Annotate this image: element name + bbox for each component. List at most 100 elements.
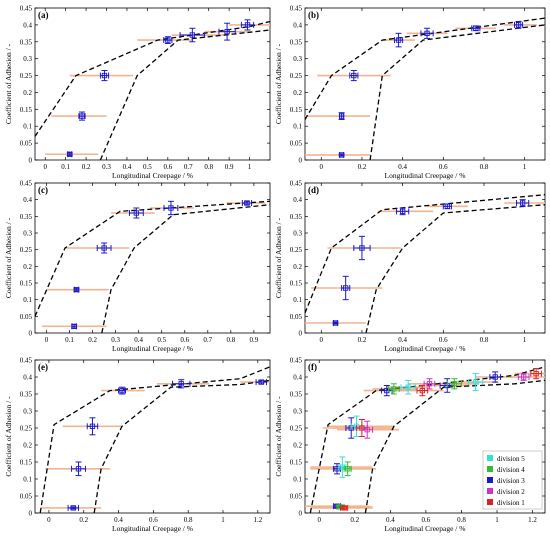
x-tick-label: 0.3 [102,163,111,171]
y-tick-label: 0.05 [290,493,303,501]
y-tick-label: 0.2 [23,263,32,271]
x-tick-label: 0.9 [225,163,234,171]
y-tick-label: 0.4 [23,196,32,204]
envelope-line [35,200,270,317]
y-tick-label: 0.35 [290,213,303,221]
chart-panel-6: 0 0.05 0.1 0.15 0.2 0.25 0.3 0.35 0.4 0.45 0 0.2 0.4… [274,357,546,533]
y-tick-label: 0.15 [290,106,303,114]
plot-frame [34,7,271,161]
y-tick-label: 0.2 [293,263,302,271]
legend-entry: division 5 [497,455,525,463]
plot-frame [34,182,271,334]
data-point [468,373,484,392]
y-tick-label: 0 [299,510,303,518]
legend-entry: division 4 [497,466,525,474]
data-point [349,69,359,82]
envelope-line [364,379,545,513]
y-tick-label: 0.1 [293,123,302,131]
x-tick-label: 0.2 [88,336,97,344]
data-point [420,27,434,39]
data-point [416,385,429,397]
x-tick-label: 1 [523,336,527,344]
data-point [513,21,524,29]
marker-square [244,200,250,206]
data-point [128,207,144,219]
y-tick-label: 0.25 [20,425,33,433]
x-axis-label: Longitudinal Creepage / % [384,344,465,353]
x-axis-label: Longitudinal Creepage / % [112,524,193,533]
plot-area [305,194,545,333]
marker-square [338,113,345,119]
x-tick-label: 1.2 [528,516,537,524]
panel-label: (e) [38,362,48,372]
plot-frame [34,359,271,514]
y-tick-label: 0.3 [23,230,32,238]
x-tick-label: 0.6 [439,336,448,344]
data-point [338,112,345,120]
y-tick-label: 0.35 [20,213,33,221]
marker-square [419,387,425,394]
data-point [163,200,179,216]
chart-panel-5: 0 0.05 0.1 0.15 0.2 0.25 0.3 0.35 0.4 0.45 0 0.2 0.4… [4,357,271,533]
x-tick-label: 0.5 [157,336,166,344]
data-point [163,36,173,44]
data-point [446,378,462,390]
marker-square [73,287,80,293]
x-tick-label: 0.1 [61,163,70,171]
legend-swatch [487,455,493,461]
marker-square [451,381,457,387]
y-tick-label: 0.1 [23,476,32,484]
plot-area [305,366,545,513]
data-point [517,373,530,381]
y-tick-label: 0.35 [20,38,33,46]
marker-square [189,32,195,38]
marker-square [515,22,522,28]
y-tick-label: 0.45 [290,5,303,13]
marker-square [338,152,345,158]
data-point [516,199,530,207]
envelope-line [99,29,270,160]
x-tick-label: 0.3 [111,336,120,344]
data-point [400,379,416,395]
y-tick-label: 0.2 [293,89,302,97]
panel-label: (d) [308,185,319,195]
chart-panel-2: 0 0.05 0.1 0.15 0.2 0.25 0.3 0.35 0.4 0.45 0 0.2 0.4… [274,5,546,180]
marker-square [519,200,526,206]
marker-square [224,28,230,35]
x-tick-label: 0.5 [143,163,152,171]
marker-square [332,320,339,326]
y-tick-label: 0.2 [23,442,32,450]
y-tick-label: 0.05 [290,313,303,321]
data-point [86,417,99,436]
legend-swatch [487,488,493,494]
x-tick-label: 0.2 [358,336,367,344]
y-tick-label: 0.05 [20,140,33,148]
y-axis-label: Coefficient of Adhesion / - [4,43,13,124]
marker-square [405,384,411,390]
legend-entry: division 1 [497,499,525,507]
y-tick-label: 0.3 [293,230,302,238]
marker-square [473,379,479,385]
y-tick-label: 0 [299,157,303,165]
envelope-line [101,204,270,333]
x-tick-label: 0 [320,336,324,344]
x-tick-label: 0.2 [79,516,88,524]
data-point [340,504,349,511]
y-tick-label: 0.3 [23,55,32,63]
data-point [396,207,410,216]
marker-square [79,113,85,119]
marker-square [533,370,539,377]
marker-square [444,203,451,209]
chart-panel-3: 0 0.05 0.1 0.15 0.2 0.25 0.3 0.35 0.4 0.45 0 0.1 0.2… [4,180,271,353]
marker-square [492,374,498,380]
data-point [99,69,110,82]
marker-square [424,30,430,36]
x-tick-label: 0 [43,163,47,171]
data-point [530,368,542,380]
y-tick-label: 0.1 [293,296,302,304]
marker-square [101,72,108,79]
y-tick-label: 0.4 [23,21,32,29]
legend-entry: division 3 [497,477,525,485]
y-tick-label: 0.35 [290,391,303,399]
marker-square [133,210,140,216]
